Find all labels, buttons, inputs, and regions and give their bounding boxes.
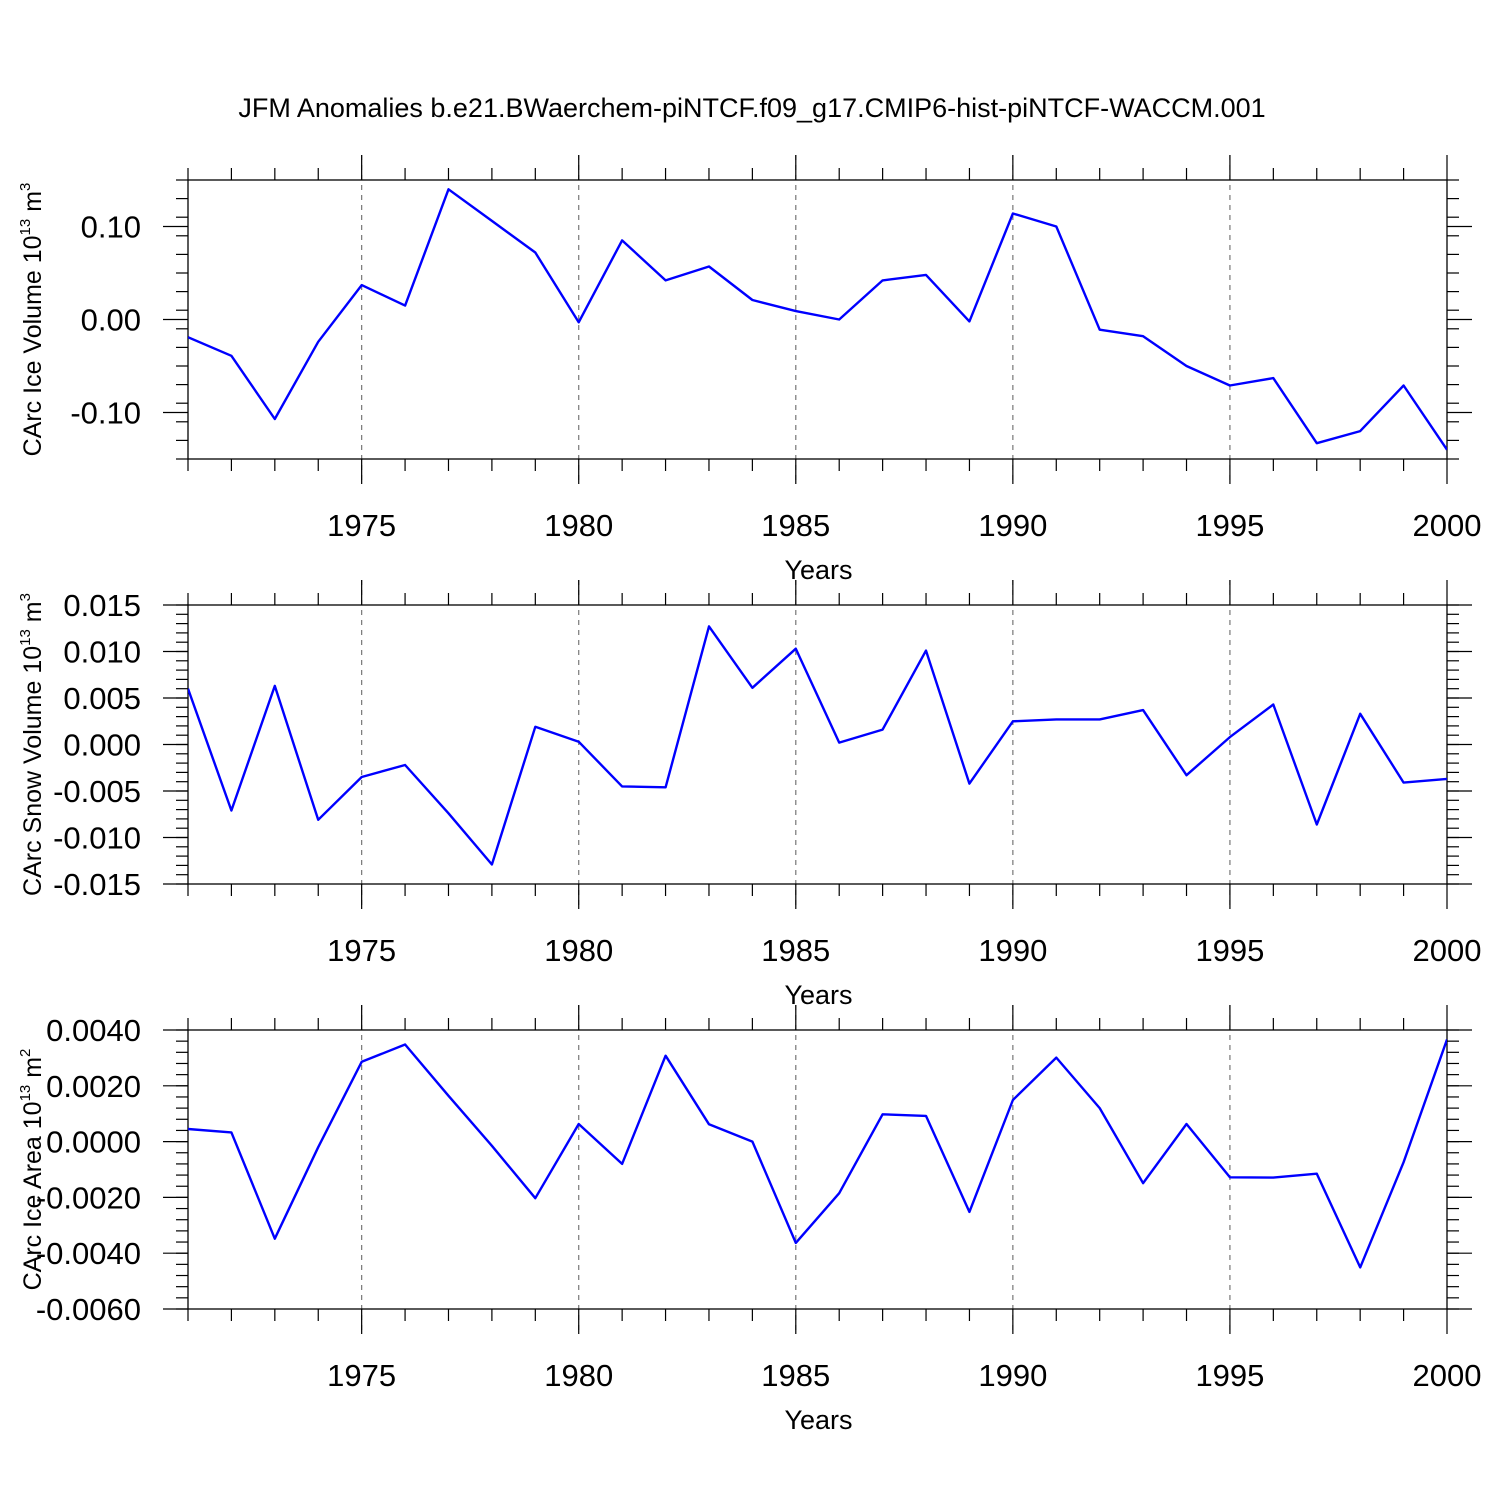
y-tick-label: 0.015: [63, 588, 141, 623]
x-tick-label: 1975: [327, 933, 396, 968]
y-tick-label: 0.00: [81, 303, 141, 338]
y-tick-label: -0.0060: [36, 1292, 141, 1327]
x-tick-label: 1980: [544, 508, 613, 543]
x-tick-label: 1975: [327, 508, 396, 543]
chart-title: JFM Anomalies b.e21.BWaerchem-piNTCF.f09…: [238, 93, 1265, 123]
panel-2: -0.015 -0.010 -0.005 0.000 0.005 0.010 0.015 19…: [17, 580, 1481, 1010]
plot-frame: [187, 179, 1448, 460]
x-tick-label: 1990: [978, 508, 1047, 543]
panel-1: -0.10 0.00 0.10 1975 1980 1985 1990 1995 2000 Yea…: [17, 155, 1481, 585]
x-tick-label: 2000: [1413, 508, 1482, 543]
x-tick-label: 1980: [544, 933, 613, 968]
x-tick-label: 1990: [978, 933, 1047, 968]
x-tick-label: 1980: [544, 1358, 613, 1393]
y-tick-label: -0.10: [70, 396, 141, 431]
y-tick-label: 0.010: [63, 635, 141, 670]
y-axis-label: CArc Snow Volume 1013 m3: [17, 593, 47, 896]
y-tick-label: 0.0000: [46, 1125, 141, 1160]
y-axis-label: CArc Ice Area 1013 m2: [17, 1049, 47, 1291]
x-tick-label: 1995: [1195, 508, 1264, 543]
y-tick-label: -0.005: [53, 774, 141, 809]
x-tick-label: 2000: [1413, 933, 1482, 968]
y-tick-label: 0.005: [63, 681, 141, 716]
x-axis-label: Years: [784, 555, 852, 585]
y-axis-label: CArc Ice Volume 1013 m3: [17, 183, 47, 457]
y-tick-label: -0.015: [53, 867, 141, 902]
x-tick-label: 1985: [761, 1358, 830, 1393]
chart-panels: -0.10 0.00 0.10 1975 1980 1985 1990 1995 2000 Yea…: [17, 155, 1481, 1435]
y-tick-label: 0.0040: [46, 1013, 141, 1048]
x-tick-label: 1995: [1195, 933, 1264, 968]
x-tick-label: 1985: [761, 508, 830, 543]
series-line: [188, 188, 1447, 451]
panel-3: -0.0060 -0.0040 -0.0020 0.0000 0.0020 0.0040 1…: [17, 1005, 1481, 1435]
y-tick-label: 0.000: [63, 728, 141, 763]
plot-frame: [187, 1029, 1448, 1310]
y-tick-label: -0.0040: [36, 1236, 141, 1271]
y-tick-label: -0.0020: [36, 1180, 141, 1215]
x-tick-label: 1990: [978, 1358, 1047, 1393]
y-tick-label: 0.10: [81, 210, 141, 245]
y-tick-label: -0.010: [53, 821, 141, 856]
series-line: [188, 1039, 1447, 1269]
x-axis-label: Years: [784, 980, 852, 1010]
x-tick-label: 1975: [327, 1358, 396, 1393]
y-tick-label: 0.0020: [46, 1069, 141, 1104]
x-tick-label: 1985: [761, 933, 830, 968]
x-tick-label: 1995: [1195, 1358, 1264, 1393]
x-axis-label: Years: [784, 1405, 852, 1435]
series-line: [188, 625, 1447, 866]
x-tick-label: 2000: [1413, 1358, 1482, 1393]
plot-frame: [187, 604, 1448, 885]
